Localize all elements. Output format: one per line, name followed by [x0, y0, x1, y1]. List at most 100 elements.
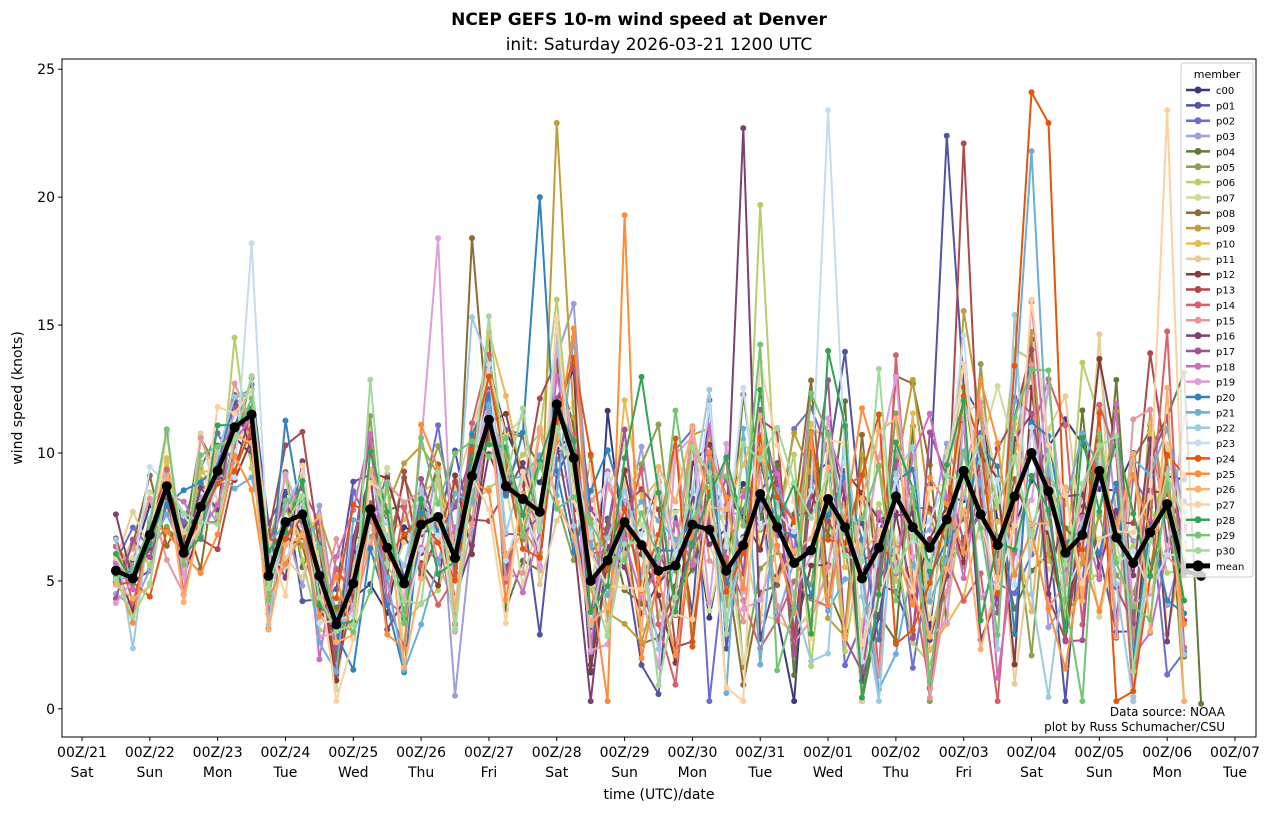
legend-label: mean: [1216, 562, 1244, 573]
point-mean: [687, 519, 698, 530]
point-p25: [757, 446, 764, 453]
point-p30: [418, 601, 425, 608]
x-tick-label: 00Z/25: [328, 745, 378, 761]
point-p21: [825, 607, 832, 614]
point-p24: [875, 411, 882, 418]
point-p12: [808, 562, 815, 569]
point-mean: [873, 542, 884, 553]
legend-marker: [1194, 316, 1202, 324]
point-p29: [282, 497, 289, 504]
point-p17: [350, 543, 357, 550]
point-p12: [435, 582, 442, 589]
point-p11: [1011, 680, 1018, 687]
point-p17: [146, 554, 153, 561]
point-p24: [825, 536, 832, 543]
point-p25: [740, 585, 747, 592]
point-p01: [655, 691, 662, 698]
point-p27: [621, 584, 628, 591]
point-p26: [791, 548, 798, 555]
legend-marker: [1194, 408, 1202, 416]
point-p22: [858, 593, 865, 600]
point-p04: [842, 398, 849, 405]
point-mean: [1128, 558, 1139, 569]
point-p24: [960, 393, 967, 400]
point-p24: [1045, 119, 1052, 126]
point-p16: [112, 511, 119, 518]
point-mean: [178, 547, 189, 558]
point-p24: [740, 550, 747, 557]
legend-label: p14: [1216, 301, 1235, 312]
point-mean: [585, 575, 596, 586]
point-p30: [316, 594, 323, 601]
y-tick-label: 25: [37, 62, 55, 78]
point-p30: [808, 515, 815, 522]
legend-marker: [1194, 500, 1202, 508]
point-mean: [721, 565, 732, 576]
legend-marker: [1194, 393, 1202, 401]
point-p19: [892, 373, 899, 380]
point-p24: [1096, 410, 1103, 417]
point-p28: [825, 347, 832, 354]
point-p21: [892, 650, 899, 657]
point-p26: [282, 542, 289, 549]
point-p30: [1011, 454, 1018, 461]
point-mean: [399, 578, 410, 589]
point-p29: [452, 450, 459, 457]
point-p25: [604, 698, 611, 705]
point-p30: [180, 510, 187, 517]
point-p02: [706, 698, 713, 705]
point-mean: [416, 519, 427, 530]
point-p14: [1164, 328, 1171, 335]
point-p25: [909, 601, 916, 608]
point-p29: [858, 515, 865, 522]
point-p25: [316, 613, 323, 620]
point-p30: [875, 365, 882, 372]
point-p26: [163, 476, 170, 483]
point-p25: [621, 212, 628, 219]
point-mean: [433, 511, 444, 522]
point-p02: [129, 524, 136, 531]
point-p28: [485, 441, 492, 448]
point-mean: [890, 491, 901, 502]
point-p25: [1096, 608, 1103, 615]
point-p24: [909, 626, 916, 633]
point-p16: [1164, 638, 1171, 645]
point-p27: [502, 620, 509, 627]
point-p10: [926, 647, 933, 654]
point-p05: [655, 421, 662, 428]
point-p26: [536, 424, 543, 431]
point-p14: [1062, 422, 1069, 429]
legend-marker: [1194, 347, 1202, 355]
point-p23: [316, 619, 323, 626]
point-p30: [1096, 442, 1103, 449]
point-p21: [248, 474, 255, 481]
legend-marker: [1194, 362, 1202, 370]
point-mean: [1111, 532, 1122, 543]
point-p24: [214, 480, 221, 487]
point-p29: [960, 450, 967, 457]
point-p30: [842, 552, 849, 559]
point-p07: [706, 607, 713, 614]
point-p22: [604, 535, 611, 542]
legend-marker: [1194, 193, 1202, 201]
point-p22: [468, 314, 475, 321]
point-p29: [740, 522, 747, 529]
legend-entry: p16: [1186, 332, 1235, 343]
point-p30: [1113, 433, 1120, 440]
point-p13: [926, 505, 933, 512]
point-p20: [1164, 597, 1171, 604]
point-p01: [299, 598, 306, 605]
point-p05: [638, 461, 645, 468]
series-layer: [110, 88, 1207, 707]
point-p14: [435, 601, 442, 608]
point-p13: [960, 140, 967, 147]
x-tick-label: 00Z/05: [1074, 745, 1124, 761]
point-p30: [909, 533, 916, 540]
point-p03: [1045, 624, 1052, 631]
legend-label: p18: [1216, 362, 1235, 373]
x-tick-day: Mon: [1152, 765, 1182, 781]
point-p18: [367, 431, 374, 438]
point-p03: [452, 692, 459, 699]
point-p08: [858, 431, 865, 438]
point-p20: [197, 479, 204, 486]
